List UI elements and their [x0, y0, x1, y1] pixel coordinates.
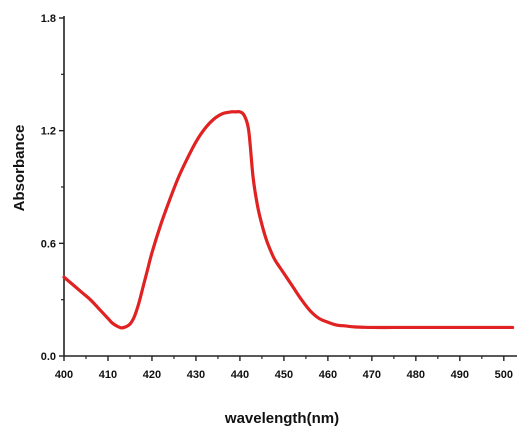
y-tick-label: 0.0	[41, 351, 56, 363]
y-axis-title: Absorbance	[11, 125, 28, 212]
x-tick-label: 440	[231, 369, 249, 381]
x-tick-label: 450	[275, 369, 293, 381]
absorbance-series-line	[62, 110, 515, 330]
axes	[59, 16, 517, 361]
y-tick-label: 1.2	[41, 126, 56, 138]
y-tick-label: 0.6	[41, 238, 56, 250]
x-tick-label: 400	[55, 369, 73, 381]
x-tick-label: 470	[363, 369, 381, 381]
x-tick-label: 460	[319, 369, 337, 381]
x-tick-label: 490	[451, 369, 469, 381]
x-tick-label: 480	[407, 369, 425, 381]
x-tick-label: 430	[187, 369, 205, 381]
tick-labels: 400 410 420 430 440 450 460 470 480 490 500 0.0 0.6 1…	[41, 13, 513, 381]
x-tick-label: 420	[143, 369, 161, 381]
x-tick-label: 410	[99, 369, 117, 381]
plot-area	[62, 110, 515, 330]
x-axis-title: wavelength(nm)	[224, 410, 339, 427]
x-tick-label: 500	[495, 369, 513, 381]
y-tick-label: 1.8	[41, 13, 56, 25]
